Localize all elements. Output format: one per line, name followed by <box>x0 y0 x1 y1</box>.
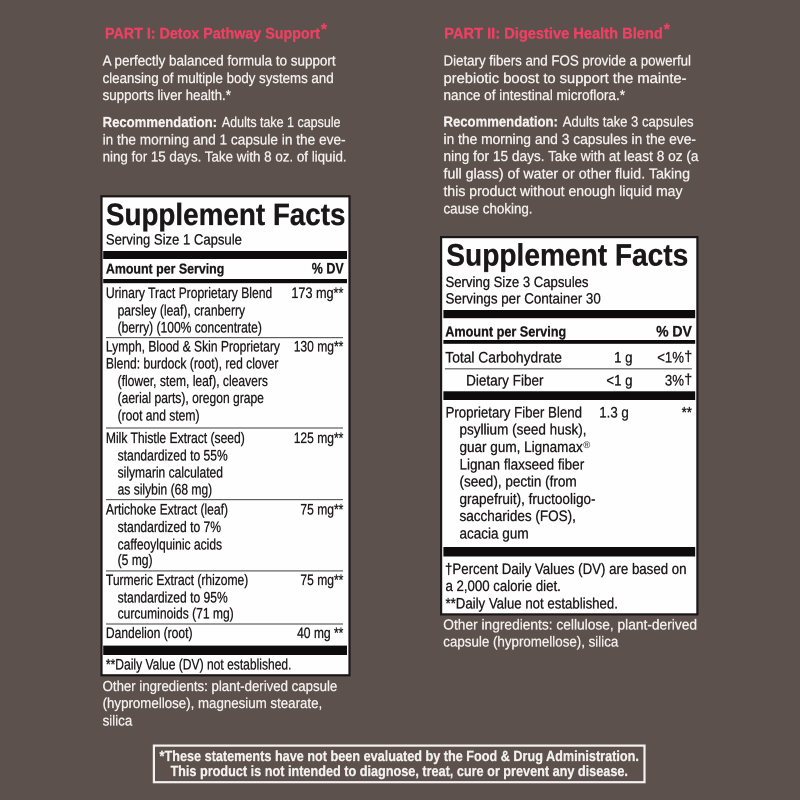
svg-text:full glass) of water or other: full glass) of water or other fluid. Tak… <box>444 167 691 183</box>
svg-text:Urinary Tract Proprietary Blen: Urinary Tract Proprietary Blend <box>106 285 272 302</box>
svg-text:saccharides (FOS),: saccharides (FOS), <box>460 508 576 525</box>
svg-text:(flower, stem, leaf), cleavers: (flower, stem, leaf), cleavers <box>118 373 269 390</box>
svg-text:173 mg**: 173 mg** <box>291 285 343 302</box>
svg-text:Adults take 3 capsules: Adults take 3 capsules <box>563 114 694 130</box>
svg-text:Recommendation:: Recommendation: <box>444 114 558 130</box>
svg-text:standardized to 7%: standardized to 7% <box>118 519 221 536</box>
svg-text:Supplement Facts: Supplement Facts <box>106 197 346 232</box>
svg-text:guar gum, Lignamax: guar gum, Lignamax <box>460 439 584 456</box>
svg-text:standardized to 95%: standardized to 95% <box>118 590 228 607</box>
svg-text:Amount per Serving: Amount per Serving <box>106 261 224 277</box>
svg-text:nance of intestinal microflora: nance of intestinal microflora.* <box>444 88 626 104</box>
svg-text:silica: silica <box>103 713 134 729</box>
svg-text:(5 mg): (5 mg) <box>118 552 153 569</box>
svg-text:this product without enough li: this product without enough liquid may <box>444 184 684 200</box>
svg-text:**Daily Value not established.: **Daily Value not established. <box>446 595 618 612</box>
svg-text:This product is not intended t: This product is not intended to diagnose… <box>170 764 628 780</box>
svg-text:Lignan flaxseed fiber: Lignan flaxseed fiber <box>460 456 585 473</box>
svg-text:1.3 g: 1.3 g <box>599 404 628 421</box>
svg-text:as silybin (68 mg): as silybin (68 mg) <box>118 481 213 498</box>
svg-text:Milk Thistle Extract (seed): Milk Thistle Extract (seed) <box>106 430 245 447</box>
svg-text:% DV: % DV <box>312 260 345 277</box>
svg-text:Artichoke Extract (leaf): Artichoke Extract (leaf) <box>106 502 228 519</box>
svg-text:parsley (leaf), cranberry: parsley (leaf), cranberry <box>118 302 246 319</box>
svg-text:(root and stem): (root and stem) <box>118 407 200 424</box>
svg-text:**Daily Value (DV) not establi: **Daily Value (DV) not established. <box>106 656 292 673</box>
svg-text:40 mg **: 40 mg ** <box>297 625 343 642</box>
svg-text:PART I: Detox Pathway Support: PART I: Detox Pathway Support <box>105 26 320 43</box>
svg-text:**: ** <box>682 404 692 421</box>
svg-text:(hypromellose), magnesium stea: (hypromellose), magnesium stearate, <box>103 696 323 712</box>
svg-text:3%: 3% <box>665 373 684 390</box>
svg-text:*: * <box>664 22 671 39</box>
svg-text:(berry) (100% concentrate): (berry) (100% concentrate) <box>118 320 262 337</box>
svg-text:Amount per Serving: Amount per Serving <box>445 325 566 341</box>
svg-text:ning for 15 days. Take with at: ning for 15 days. Take with at least 8 o… <box>444 149 700 165</box>
svg-text:Dietary Fiber: Dietary Fiber <box>466 373 543 390</box>
svg-text:*: * <box>321 22 328 39</box>
svg-text:capsule (hypromellose), silica: capsule (hypromellose), silica <box>443 635 619 651</box>
svg-text:125 mg**: 125 mg** <box>294 430 344 447</box>
svg-text:<1 g: <1 g <box>606 373 632 390</box>
svg-text:ning for 15 days. Take with 8: ning for 15 days. Take with 8 oz. of liq… <box>103 150 347 166</box>
svg-text:(aerial parts), oregon grape: (aerial parts), oregon grape <box>118 390 264 407</box>
svg-text:Adults take 1 capsule: Adults take 1 capsule <box>222 115 341 131</box>
svg-text:Supplement Facts: Supplement Facts <box>446 237 688 272</box>
svg-text:cause choking.: cause choking. <box>444 201 533 217</box>
svg-text:in the morning and 1 capsule i: in the morning and 1 capsule in the eve- <box>103 132 346 148</box>
svg-text:A perfectly balanced formula t: A perfectly balanced formula to support <box>103 54 336 70</box>
svg-text:*These statements have not bee: *These statements have not been evaluate… <box>160 749 639 765</box>
svg-text:130 mg**: 130 mg** <box>294 338 344 355</box>
svg-text:Dandelion (root): Dandelion (root) <box>106 625 193 642</box>
svg-text:cleansing of multiple body sys: cleansing of multiple body systems and <box>103 71 334 87</box>
svg-text:†: † <box>684 372 692 388</box>
svg-text:†: † <box>684 349 692 365</box>
svg-text:caffeoylquinic acids: caffeoylquinic acids <box>118 536 223 553</box>
svg-text:grapefruit), fructooligo-: grapefruit), fructooligo- <box>460 491 596 508</box>
svg-text:<1%: <1% <box>657 350 684 367</box>
svg-text:1 g: 1 g <box>614 350 632 367</box>
svg-text:curcuminoids (71 mg): curcuminoids (71 mg) <box>118 605 234 622</box>
svg-text:% DV: % DV <box>656 324 693 341</box>
svg-text:a 2,000 calorie diet.: a 2,000 calorie diet. <box>446 578 561 595</box>
svg-text:acacia gum: acacia gum <box>460 526 529 543</box>
svg-text:Lymph, Blood & Skin Proprietar: Lymph, Blood & Skin Proprietary <box>106 338 280 355</box>
svg-text:supports liver health.*: supports liver health.* <box>103 88 232 104</box>
svg-text:75 mg**: 75 mg** <box>300 502 343 519</box>
svg-text:Serving Size 1 Capsule: Serving Size 1 Capsule <box>106 233 242 249</box>
svg-text:standardized to 55%: standardized to 55% <box>118 447 228 464</box>
svg-text:Serving Size 3 Capsules: Serving Size 3 Capsules <box>446 275 589 291</box>
svg-text:Dietary fibers and FOS provide: Dietary fibers and FOS provide a powerfu… <box>444 53 692 69</box>
svg-text:prebiotic boost to support the: prebiotic boost to support the mainte- <box>444 71 687 87</box>
svg-text:†Percent Daily Values (DV) are: †Percent Daily Values (DV) are based on <box>445 561 687 578</box>
svg-text:Recommendation:: Recommendation: <box>103 115 217 131</box>
svg-text:Blend: burdock (root), red clo: Blend: burdock (root), red clover <box>106 356 279 373</box>
svg-text:Other ingredients: cellulose,: Other ingredients: cellulose, plant-deri… <box>443 617 697 633</box>
svg-text:Total Carbohydrate: Total Carbohydrate <box>445 350 562 367</box>
svg-text:PART II: Digestive Health Blen: PART II: Digestive Health Blend <box>444 26 663 43</box>
svg-text:Turmeric Extract (rhizome): Turmeric Extract (rhizome) <box>106 572 248 589</box>
svg-text:Proprietary Fiber Blend: Proprietary Fiber Blend <box>446 404 583 421</box>
svg-text:®: ® <box>583 440 590 451</box>
svg-text:in the morning and 3 capsules: in the morning and 3 capsules in the eve… <box>444 132 697 148</box>
svg-text:silymarin calculated: silymarin calculated <box>118 465 223 482</box>
svg-text:75 mg**: 75 mg** <box>300 572 343 589</box>
svg-text:psyllium (seed husk),: psyllium (seed husk), <box>460 422 587 439</box>
svg-text:(seed), pectin (from: (seed), pectin (from <box>460 474 577 491</box>
svg-text:Servings per Container 30: Servings per Container 30 <box>446 291 601 307</box>
svg-text:Other ingredients: plant-deriv: Other ingredients: plant-derived capsule <box>103 679 338 695</box>
